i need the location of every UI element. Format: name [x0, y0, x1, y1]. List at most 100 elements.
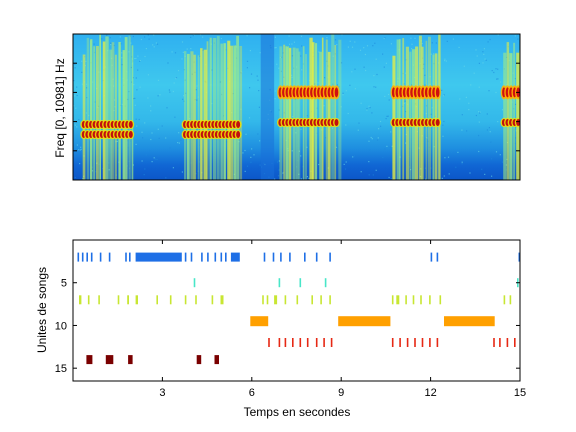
noise-speck — [514, 103, 517, 105]
noise-speck — [515, 137, 517, 139]
noise-speck — [257, 133, 259, 135]
broadband-streak — [109, 49, 113, 180]
noise-speck — [300, 128, 302, 130]
noise-speck — [169, 91, 171, 93]
noise-speck — [363, 47, 365, 49]
noise-speck — [85, 112, 88, 114]
noise-speck — [169, 147, 171, 149]
quiet-band — [260, 34, 275, 180]
noise-speck — [190, 162, 192, 164]
noise-speck — [385, 62, 387, 64]
noise-speck — [175, 78, 177, 80]
noise-speck — [497, 34, 499, 36]
syllable-core — [128, 121, 133, 129]
noise-speck — [461, 114, 463, 116]
spectrogram-frame — [72, 33, 521, 181]
noise-speck — [202, 49, 204, 51]
noise-speck — [199, 55, 201, 57]
noise-speck — [368, 105, 370, 107]
unit-bar — [220, 252, 223, 262]
unit-bar — [444, 316, 495, 327]
noise-speck — [444, 157, 446, 159]
noise-speck — [199, 144, 201, 146]
noise-speck — [121, 52, 123, 54]
y-tick-label: 10 — [55, 320, 67, 332]
noise-speck — [347, 46, 349, 48]
broadband-streak — [405, 46, 409, 180]
noise-speck — [253, 154, 255, 156]
noise-speck — [387, 115, 389, 117]
unit-bar — [184, 295, 187, 305]
noise-speck — [349, 40, 351, 42]
noise-speck — [332, 83, 334, 85]
noise-speck — [366, 45, 369, 47]
noise-speck — [144, 122, 146, 124]
noise-speck — [274, 90, 276, 92]
noise-speck — [242, 152, 244, 154]
noise-speck — [403, 102, 405, 104]
noise-speck — [390, 43, 392, 45]
noise-speck — [193, 34, 195, 36]
noise-speck — [182, 98, 184, 100]
noise-speck — [429, 83, 431, 85]
unit-bar — [278, 338, 281, 347]
noise-speck — [98, 71, 100, 73]
noise-speck — [386, 115, 388, 117]
noise-speck — [137, 55, 139, 57]
noise-speck — [404, 72, 407, 74]
noise-speck — [424, 167, 427, 169]
unit-bar — [506, 338, 509, 347]
noise-speck — [374, 42, 376, 44]
broadband-streak — [295, 48, 299, 180]
noise-speck — [142, 137, 144, 139]
broadband-streak — [418, 35, 422, 180]
unit-bar — [263, 252, 266, 262]
x-tick-label: 15 — [514, 387, 526, 399]
noise-speck — [318, 163, 320, 166]
noise-speck — [340, 106, 342, 108]
noise-speck — [113, 99, 116, 101]
noise-speck — [135, 118, 137, 120]
units-ylabel: Unites de songs — [35, 267, 49, 353]
unit-bar — [99, 252, 102, 262]
noise-speck — [300, 155, 302, 157]
noise-speck — [383, 66, 385, 68]
noise-speck — [166, 107, 168, 109]
noise-speck — [478, 150, 480, 153]
noise-speck — [491, 70, 493, 72]
noise-speck — [502, 98, 504, 100]
broadband-streak — [438, 34, 441, 180]
noise-speck — [296, 166, 298, 168]
noise-speck — [81, 71, 83, 73]
unit-bar — [430, 252, 433, 262]
noise-speck — [389, 146, 391, 148]
noise-speck — [108, 169, 110, 171]
broadband-streak — [212, 38, 217, 180]
noise-speck — [331, 127, 334, 129]
broadband-streak — [434, 53, 438, 180]
noise-speck — [109, 37, 111, 39]
unit-bar — [391, 338, 394, 347]
noise-speck — [110, 42, 112, 44]
unit-bar — [429, 295, 431, 305]
noise-speck — [345, 90, 347, 92]
noise-speck — [491, 158, 493, 160]
unit-bar — [311, 295, 313, 305]
unit-bar — [493, 338, 495, 347]
noise-speck — [173, 82, 175, 84]
noise-speck — [111, 57, 113, 59]
x-tick-label: 9 — [338, 387, 344, 399]
unit-bar — [391, 295, 394, 305]
unit-bar — [412, 295, 415, 305]
noise-speck — [344, 168, 347, 170]
noise-speck — [487, 41, 489, 43]
noise-speck — [153, 157, 155, 159]
noise-speck — [484, 173, 486, 175]
unit-bar — [436, 252, 439, 262]
noise-speck — [425, 178, 427, 180]
unit-bar — [324, 278, 327, 288]
noise-speck — [338, 86, 340, 88]
noise-speck — [463, 65, 465, 67]
broadband-streak — [203, 49, 207, 180]
noise-speck — [147, 34, 149, 36]
